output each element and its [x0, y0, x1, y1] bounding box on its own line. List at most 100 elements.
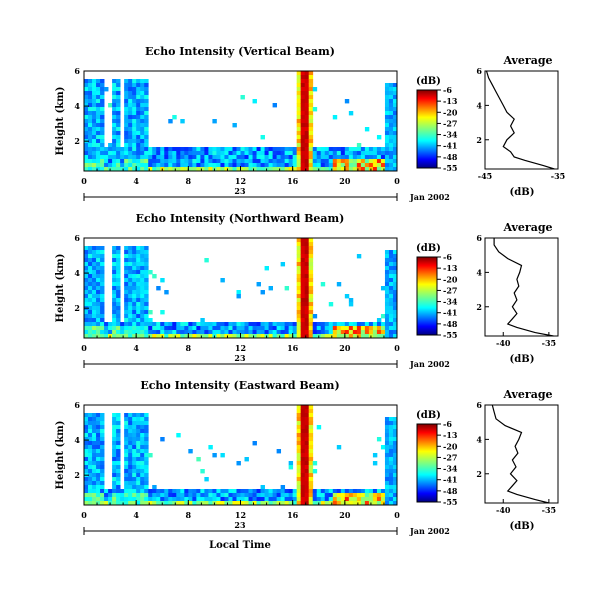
heatmap-cell [84, 250, 89, 255]
heatmap-cell [296, 433, 302, 438]
heatmap-cell [92, 417, 97, 422]
heatmap-cell [292, 493, 298, 498]
heatmap-cell [116, 111, 121, 116]
heatmap-cell [192, 163, 197, 168]
heatmap-cell [160, 163, 165, 168]
heatmap-cell [268, 501, 273, 506]
heatmap-cell [336, 159, 342, 164]
heatmap-cell [96, 453, 101, 458]
heatmap-cell [352, 167, 358, 172]
heatmap-cell [112, 151, 117, 156]
heatmap-cell [136, 270, 141, 275]
heatmap-cell [136, 123, 141, 128]
heatmap-cell [296, 330, 302, 335]
heatmap-cell [244, 334, 249, 339]
heatmap-cell [136, 413, 141, 418]
heatmap-cell [152, 326, 157, 331]
heatmap-cell [172, 147, 177, 152]
heatmap-cell [124, 298, 129, 303]
heatmap-cell [388, 262, 394, 267]
heatmap-cell [136, 314, 141, 319]
heatmap-cell [136, 449, 141, 454]
heatmap-cell [144, 147, 149, 152]
heatmap-cell [136, 127, 141, 132]
heatmap-cell [204, 151, 209, 156]
heatmap-cell [308, 262, 314, 267]
heatmap-cell [296, 79, 302, 84]
heatmap-cell [136, 266, 141, 271]
heatmap-cell [208, 489, 213, 494]
heatmap-cell [140, 163, 145, 168]
heatmap-cell [248, 330, 253, 335]
heatmap-cell [140, 107, 145, 112]
heatmap-cell [164, 167, 169, 172]
heatmap-cell [384, 131, 390, 136]
heatmap-cell [156, 489, 161, 494]
heatmap-cell [100, 302, 105, 307]
heatmap-cell [320, 151, 326, 156]
heatmap-cell [132, 429, 137, 434]
heatmap-cell [96, 83, 101, 88]
heatmap-cell [140, 421, 145, 426]
heatmap-cell [140, 139, 145, 144]
heatmap-cell [296, 417, 302, 422]
heatmap-cell [340, 334, 346, 339]
heatmap-cell [300, 246, 306, 251]
heatmap-cell [288, 155, 294, 160]
heatmap-cell [380, 330, 386, 335]
heatmap-cell [388, 481, 394, 486]
heatmap-cell [236, 167, 241, 172]
heatmap-cell [300, 314, 306, 319]
heatmap-cell [192, 326, 197, 331]
heatmap-cell [136, 274, 141, 279]
heatmap-cell [384, 282, 390, 287]
heatmap-cell [296, 266, 302, 271]
heatmap-cell [392, 83, 398, 88]
heatmap-cell [136, 139, 141, 144]
heatmap-cell [128, 262, 133, 267]
heatmap-cell [88, 79, 93, 84]
heatmap-cell [344, 497, 350, 502]
heatmap-cell [144, 477, 149, 482]
heatmap-cell [96, 99, 101, 104]
heatmap-cell [356, 489, 362, 494]
heatmap-cell [116, 457, 121, 462]
heatmap-cell [92, 286, 97, 291]
heatmap-cell [288, 334, 294, 339]
heatmap-cell [100, 270, 105, 275]
heatmap-cell [116, 334, 121, 339]
heatmap-cell [304, 282, 310, 287]
heatmap-cell [364, 163, 370, 168]
heatmap-cell [284, 163, 290, 168]
heatmap-cell [320, 167, 326, 172]
y-axis-label: Height (km) [55, 254, 66, 323]
heatmap-cell [260, 493, 265, 498]
heatmap-cell [128, 131, 133, 136]
heatmap-cell [240, 167, 245, 172]
heatmap-cell [140, 131, 145, 136]
heatmap-cell [116, 159, 121, 164]
heatmap-cell [104, 155, 109, 160]
heatmap-cell [232, 159, 237, 164]
heatmap-cell [96, 274, 101, 279]
heatmap-cell [96, 298, 101, 303]
heatmap-cell [88, 143, 93, 148]
heatmap-cell [136, 294, 141, 299]
heatmap-cell [388, 274, 394, 279]
heatmap-cell [256, 147, 261, 152]
heatmap-cell [136, 167, 141, 172]
heatmap-cell [92, 425, 97, 430]
heatmap-cell [304, 318, 310, 323]
heatmap-cell [256, 159, 261, 164]
heatmap-cell [388, 441, 394, 446]
heatmap-cell [128, 314, 133, 319]
heatmap-cell [308, 155, 314, 160]
heatmap-cell [308, 123, 314, 128]
heatmap-cell [132, 163, 137, 168]
heatmap-cell [92, 111, 97, 116]
heatmap-cell [352, 163, 358, 168]
colorbar-tick-label: -13 [443, 263, 458, 273]
heatmap-cell [392, 441, 398, 446]
heatmap-cell [200, 326, 205, 331]
